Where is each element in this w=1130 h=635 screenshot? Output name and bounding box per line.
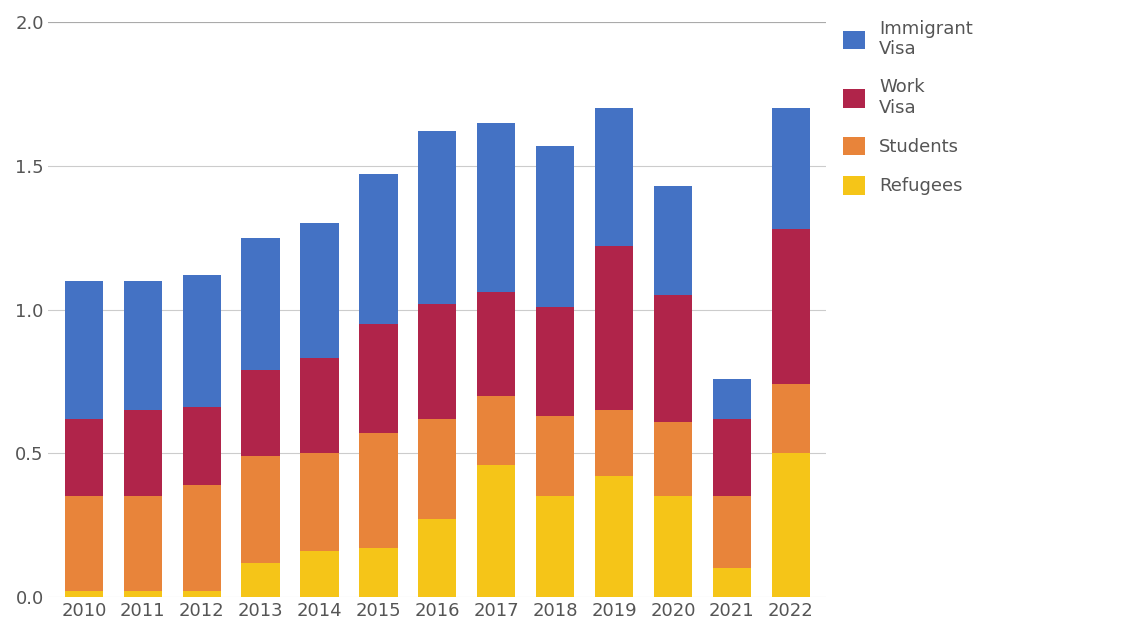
Bar	[594, 476, 633, 597]
Bar	[536, 307, 574, 416]
Bar	[477, 465, 515, 597]
Bar	[654, 186, 692, 295]
Bar	[477, 123, 515, 292]
Bar	[183, 485, 220, 591]
Bar	[183, 275, 220, 407]
Bar	[594, 109, 633, 246]
Bar	[301, 358, 339, 453]
Bar	[772, 453, 810, 597]
Bar	[772, 384, 810, 453]
Bar	[301, 453, 339, 551]
Bar	[594, 246, 633, 410]
Bar	[359, 548, 398, 597]
Bar	[713, 378, 751, 419]
Bar	[418, 131, 457, 304]
Bar	[418, 519, 457, 597]
Bar	[477, 292, 515, 396]
Bar	[359, 175, 398, 324]
Bar	[64, 419, 103, 497]
Bar	[123, 497, 162, 591]
Bar	[536, 145, 574, 307]
Bar	[64, 591, 103, 597]
Bar	[359, 433, 398, 548]
Bar	[477, 396, 515, 465]
Bar	[654, 295, 692, 422]
Bar	[123, 410, 162, 497]
Bar	[594, 410, 633, 476]
Bar	[183, 407, 220, 485]
Bar	[242, 370, 280, 456]
Bar	[64, 497, 103, 591]
Bar	[713, 568, 751, 597]
Bar	[242, 456, 280, 563]
Bar	[64, 281, 103, 419]
Bar	[123, 591, 162, 597]
Bar	[418, 419, 457, 519]
Bar	[772, 229, 810, 384]
Bar	[242, 563, 280, 597]
Bar	[654, 422, 692, 497]
Bar	[713, 497, 751, 568]
Bar	[242, 237, 280, 370]
Legend: Immigrant
Visa, Work
Visa, Students, Refugees: Immigrant Visa, Work Visa, Students, Ref…	[843, 20, 973, 196]
Bar	[713, 419, 751, 497]
Bar	[654, 497, 692, 597]
Bar	[772, 109, 810, 229]
Bar	[301, 224, 339, 358]
Bar	[418, 304, 457, 419]
Bar	[536, 416, 574, 497]
Bar	[183, 591, 220, 597]
Bar	[359, 324, 398, 433]
Bar	[536, 497, 574, 597]
Bar	[123, 281, 162, 410]
Bar	[301, 551, 339, 597]
